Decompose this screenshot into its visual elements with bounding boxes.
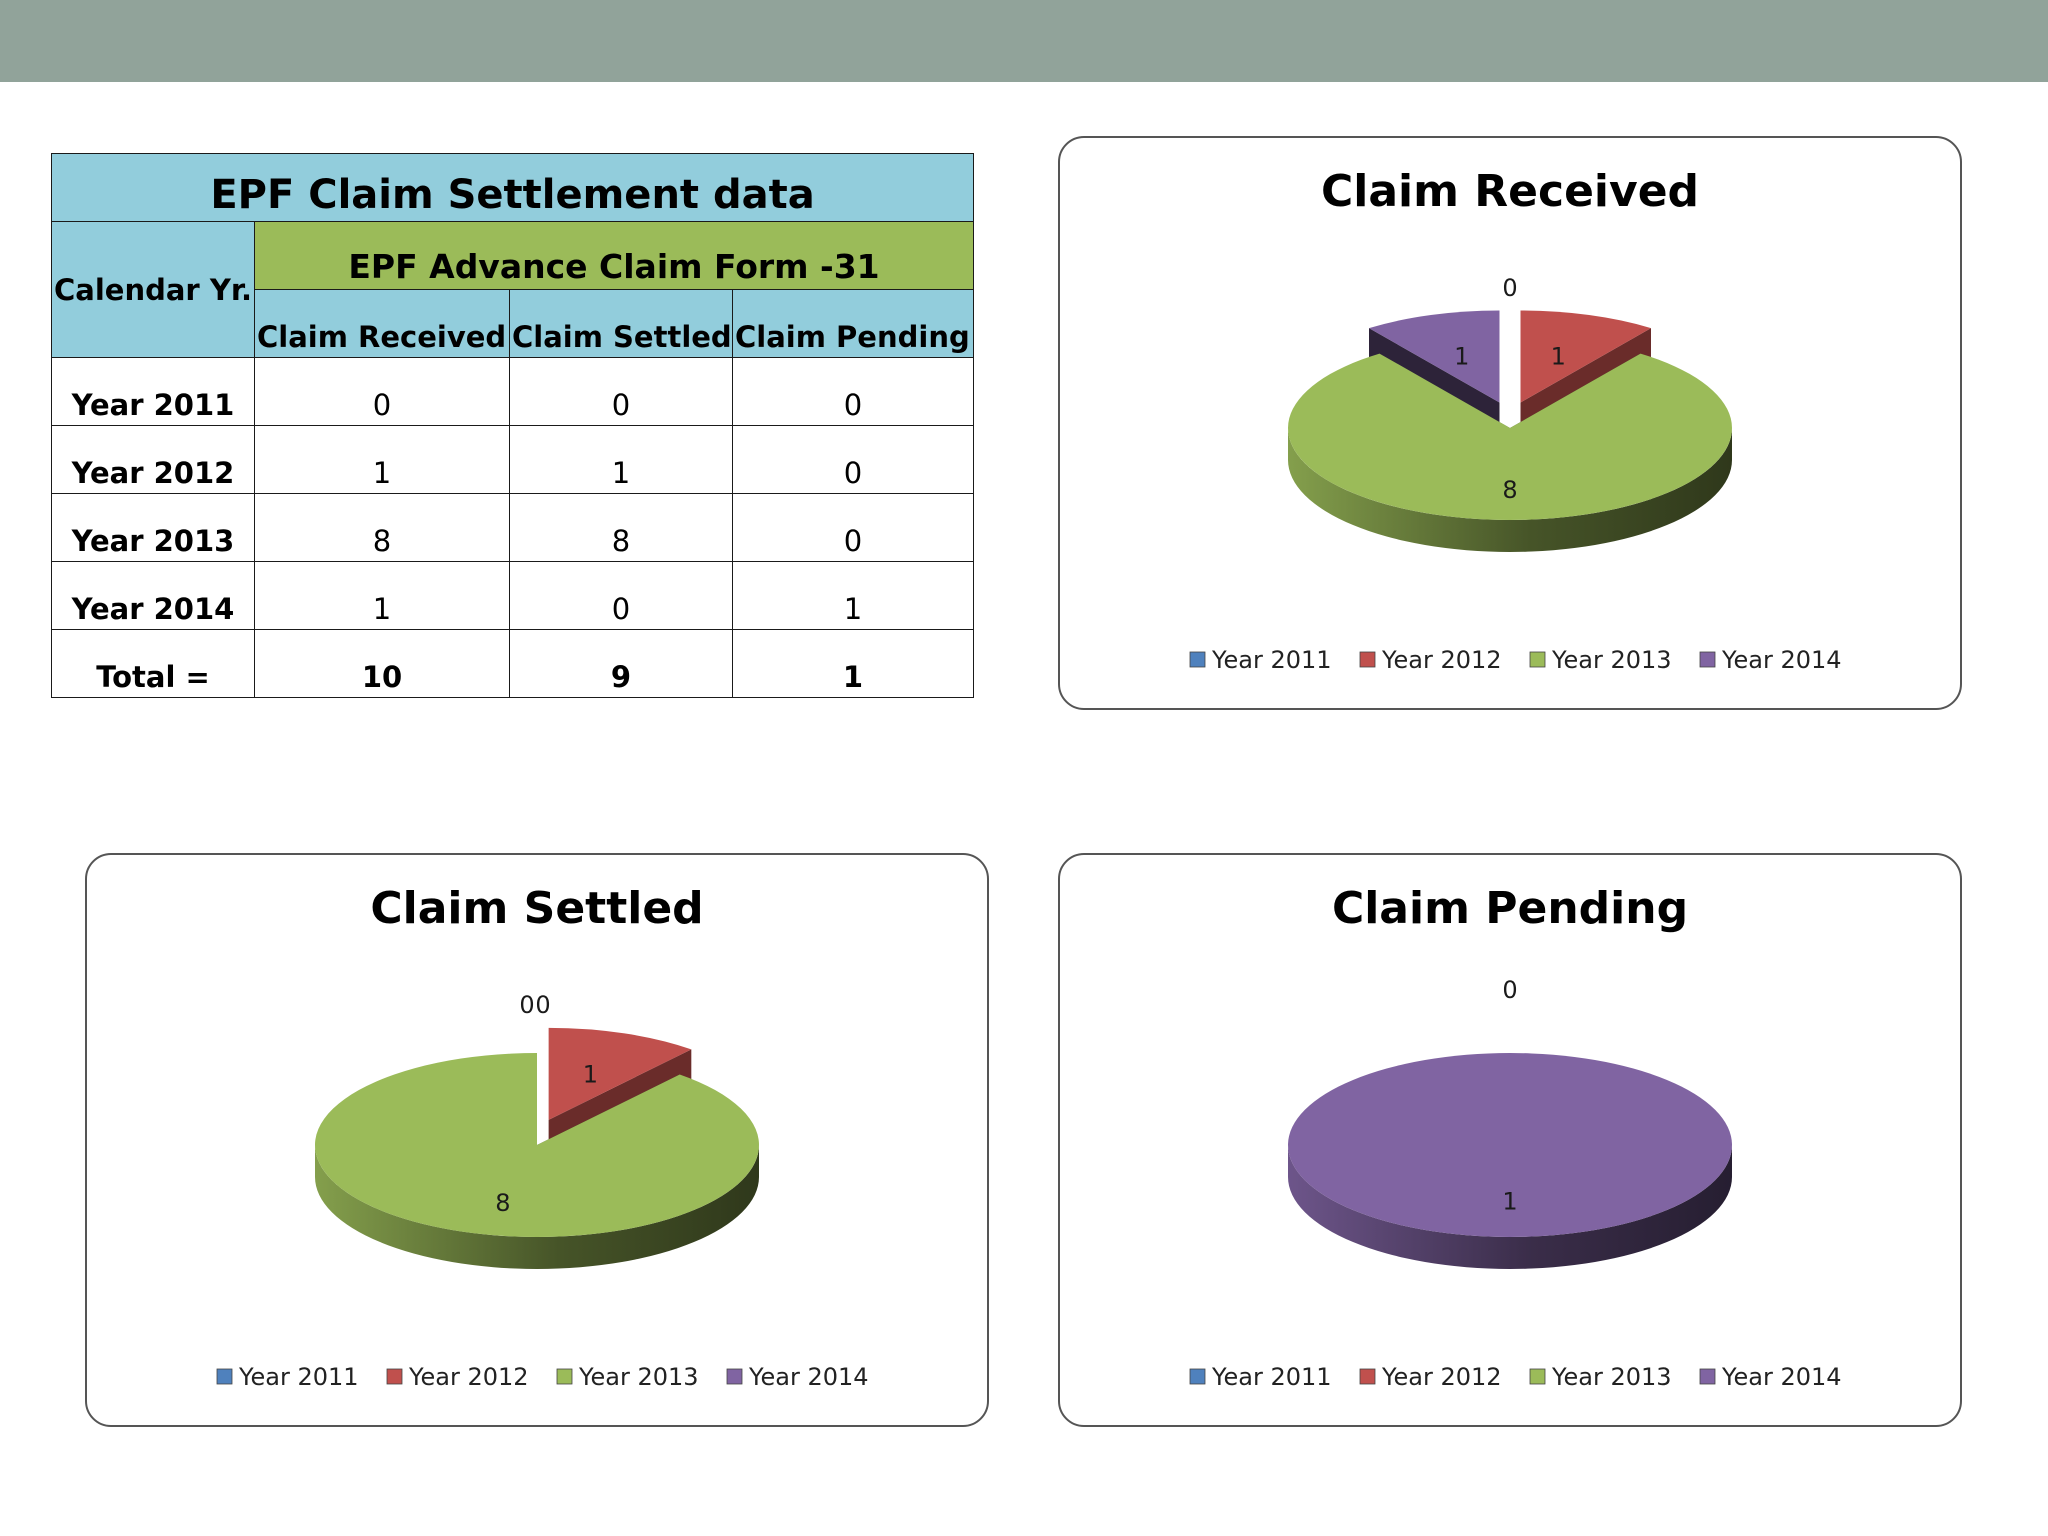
data-label-year-2014: 1 — [1502, 1187, 1517, 1215]
pie-slice-year-2013 — [1288, 353, 1732, 520]
chart-legend: Year 2011 Year 2012 Year 2013 Year 2014 — [1189, 1363, 1842, 1391]
legend-swatch-year-2012 — [1359, 651, 1376, 668]
legend-label-year-2014: Year 2014 — [1721, 1363, 1842, 1391]
data-label-year-2011: 0 — [1502, 274, 1517, 302]
chart-title: Claim Settled — [370, 883, 703, 934]
cell-pending: 0 — [731, 357, 975, 426]
row-label: Year 2013 — [51, 493, 255, 562]
pie-slice-year-2013 — [315, 1053, 760, 1237]
pie-side-year-2014 — [1288, 1145, 1732, 1269]
pie-slice-year-2012 — [548, 1027, 692, 1120]
data-label-year-2013: 8 — [1502, 476, 1517, 504]
row-label: Year 2014 — [51, 561, 255, 630]
data-label-year-2014: 1 — [1454, 342, 1469, 370]
legend-label-year-2012: Year 2012 — [1381, 1363, 1502, 1391]
table-row: Year 2011 0 0 0 — [51, 357, 975, 426]
data-label-year-2011: 0 — [1502, 976, 1517, 1004]
chart-legend: Year 2011 Year 2012 Year 2013 Year 2014 — [216, 1363, 869, 1391]
legend-label-year-2013: Year 2013 — [578, 1363, 699, 1391]
pie-labels: 01 — [1502, 976, 1517, 1215]
legend-label-year-2012: Year 2012 — [408, 1363, 529, 1391]
row-label: Year 2012 — [51, 425, 255, 494]
cell-received: 0 — [254, 357, 510, 426]
pie-tops — [1288, 1053, 1732, 1237]
column-header-received: Claim Received — [254, 289, 510, 358]
pie-slice-year-2012 — [1520, 310, 1651, 403]
legend-label-year-2014: Year 2014 — [1721, 646, 1842, 674]
slide-top-band — [0, 0, 2048, 82]
table-row: Year 2014 1 0 1 — [51, 561, 975, 630]
pie-side-year-2013 — [1288, 428, 1732, 552]
legend-label-year-2011: Year 2011 — [1211, 646, 1332, 674]
row-label: Year 2011 — [51, 357, 255, 426]
pie-side-year-2013 — [315, 1145, 759, 1269]
data-label-year-2013: 8 — [495, 1189, 510, 1217]
legend-label-year-2014: Year 2014 — [748, 1363, 869, 1391]
cell-pending: 0 — [731, 425, 975, 494]
legend-swatch-year-2014 — [726, 1368, 743, 1385]
cell-settled: 0 — [509, 561, 733, 630]
legend-swatch-year-2012 — [1359, 1368, 1376, 1385]
chart-panel-claim-settled: Claim Settled 0 1 8 0 Year 2011 Year 2012 Year … — [85, 853, 989, 1427]
legend-swatch-year-2013 — [556, 1368, 573, 1385]
pie-labels: 0 1 8 0 — [495, 991, 598, 1217]
legend-swatch-year-2012 — [386, 1368, 403, 1385]
legend-swatch-year-2011 — [1189, 1368, 1206, 1385]
data-label-year-2012: 1 — [1551, 342, 1566, 370]
legend-swatch-year-2013 — [1529, 1368, 1546, 1385]
data-label-year-2012: 1 — [583, 1060, 598, 1088]
calendar-year-header: Calendar Yr. — [51, 221, 255, 358]
form-header: EPF Advance Claim Form -31 — [253, 221, 975, 290]
pie-tops — [1288, 310, 1732, 520]
chart-legend: Year 2011 Year 2012 Year 2013 Year 2014 — [1189, 646, 1842, 674]
column-header-pending: Claim Pending — [731, 289, 975, 358]
chart-title: Claim Received — [1321, 166, 1699, 217]
cell-settled: 0 — [509, 357, 733, 426]
legend-swatch-year-2011 — [1189, 651, 1206, 668]
legend-swatch-year-2014 — [1699, 651, 1716, 668]
total-pending: 1 — [731, 629, 975, 698]
legend-swatch-year-2014 — [1699, 1368, 1716, 1385]
legend-label-year-2012: Year 2012 — [1381, 646, 1502, 674]
cell-received: 8 — [254, 493, 510, 562]
table-total-row: Total = 10 9 1 — [51, 629, 975, 698]
table-row: Year 2012 1 1 0 — [51, 425, 975, 494]
cell-pending: 0 — [731, 493, 975, 562]
chart-title: Claim Pending — [1332, 883, 1688, 934]
table-title: EPF Claim Settlement data — [50, 153, 975, 222]
chart-panel-claim-received: Claim Received 0 1 8 1 Year 2011 Year 2012 Year… — [1058, 136, 1962, 710]
cell-pending: 1 — [731, 561, 975, 630]
table-row: Year 2013 8 8 0 — [51, 493, 975, 562]
cell-settled: 1 — [509, 425, 733, 494]
legend-label-year-2011: Year 2011 — [238, 1363, 359, 1391]
pie-slice-year-2014 — [1369, 310, 1500, 403]
data-label-year-2011: 0 — [519, 991, 534, 1019]
legend-label-year-2011: Year 2011 — [1211, 1363, 1332, 1391]
epf-claim-table: EPF Claim Settlement data Calendar Yr. E… — [50, 153, 975, 698]
legend-label-year-2013: Year 2013 — [1551, 1363, 1672, 1391]
pie-sides — [1288, 1145, 1732, 1269]
chart-panel-claim-pending: Claim Pending 0 1 Year 2011 Year 2012 Year 20… — [1058, 853, 1962, 1427]
pie-slice-year-2014 — [1288, 1053, 1732, 1237]
legend-swatch-year-2011 — [216, 1368, 233, 1385]
legend-swatch-year-2013 — [1529, 651, 1546, 668]
legend-label-year-2013: Year 2013 — [1551, 646, 1672, 674]
total-label: Total = — [51, 629, 255, 698]
column-header-settled: Claim Settled — [509, 289, 733, 358]
pie-tops — [315, 1027, 760, 1237]
cell-settled: 8 — [509, 493, 733, 562]
cell-received: 1 — [254, 561, 510, 630]
total-settled: 9 — [509, 629, 733, 698]
pie-labels: 0 1 8 1 — [1454, 274, 1566, 504]
data-label-year-2014: 0 — [535, 991, 550, 1019]
cell-received: 1 — [254, 425, 510, 494]
total-received: 10 — [254, 629, 510, 698]
